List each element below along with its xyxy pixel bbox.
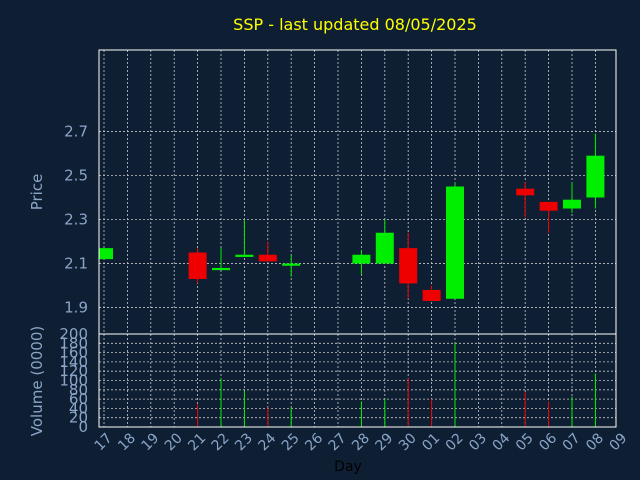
candle-body	[282, 263, 301, 266]
candle-body	[212, 267, 230, 271]
price-axis-ticks: 1.9 2.1 2.3 2.5 2.7	[64, 122, 88, 316]
candle-body	[446, 186, 464, 299]
candle-body	[399, 248, 418, 284]
price-tick-label: 2.1	[64, 255, 88, 273]
chart-title: SSP - last updated 08/05/2025	[233, 15, 477, 34]
volume-tick-label: 180	[59, 334, 88, 352]
price-tick-label: 2.5	[64, 166, 88, 184]
price-tick-label: 1.9	[64, 299, 88, 317]
volume-tick-label: 160	[59, 344, 88, 362]
volume-tick-label: 120	[59, 362, 88, 380]
volume-tick-label: 60	[69, 390, 88, 408]
candle-body	[235, 254, 254, 257]
volume-tick-label: 40	[69, 399, 88, 417]
volume-axis-label: Volume (0000)	[28, 326, 46, 436]
price-tick-label: 2.7	[64, 122, 88, 140]
volume-tick-label: 80	[69, 381, 88, 399]
candle-body	[586, 155, 605, 198]
candle-body	[258, 254, 277, 262]
volume-tick-label: 140	[59, 353, 88, 371]
volume-bars	[197, 343, 596, 427]
volume-panel-frame	[98, 333, 617, 428]
volume-tick-label: 0	[78, 418, 88, 436]
price-panel: 1.9 2.1 2.3 2.5 2.7 Price	[28, 49, 617, 335]
candle-body	[563, 199, 581, 209]
candle-body	[539, 201, 558, 211]
volume-tick-label: 100	[59, 372, 88, 390]
candle-body	[99, 248, 113, 260]
x-axis-label: Day	[334, 459, 362, 475]
volume-tick-label: 20	[69, 409, 88, 427]
candle-body	[422, 289, 441, 301]
candle-body	[516, 188, 535, 196]
price-tick-label: 2.3	[64, 211, 88, 229]
price-axis-label: Price	[28, 174, 46, 211]
candle-body	[188, 252, 207, 279]
candle-body	[375, 232, 394, 264]
price-candles	[99, 133, 605, 301]
volume-tick-label: 200	[59, 325, 88, 343]
candle-body	[352, 254, 371, 264]
x-axis-ticks: 17 18 19 20 21 22 23 24 25 26 27 28 29 30 01 02 03 04 05 06…	[92, 430, 631, 454]
